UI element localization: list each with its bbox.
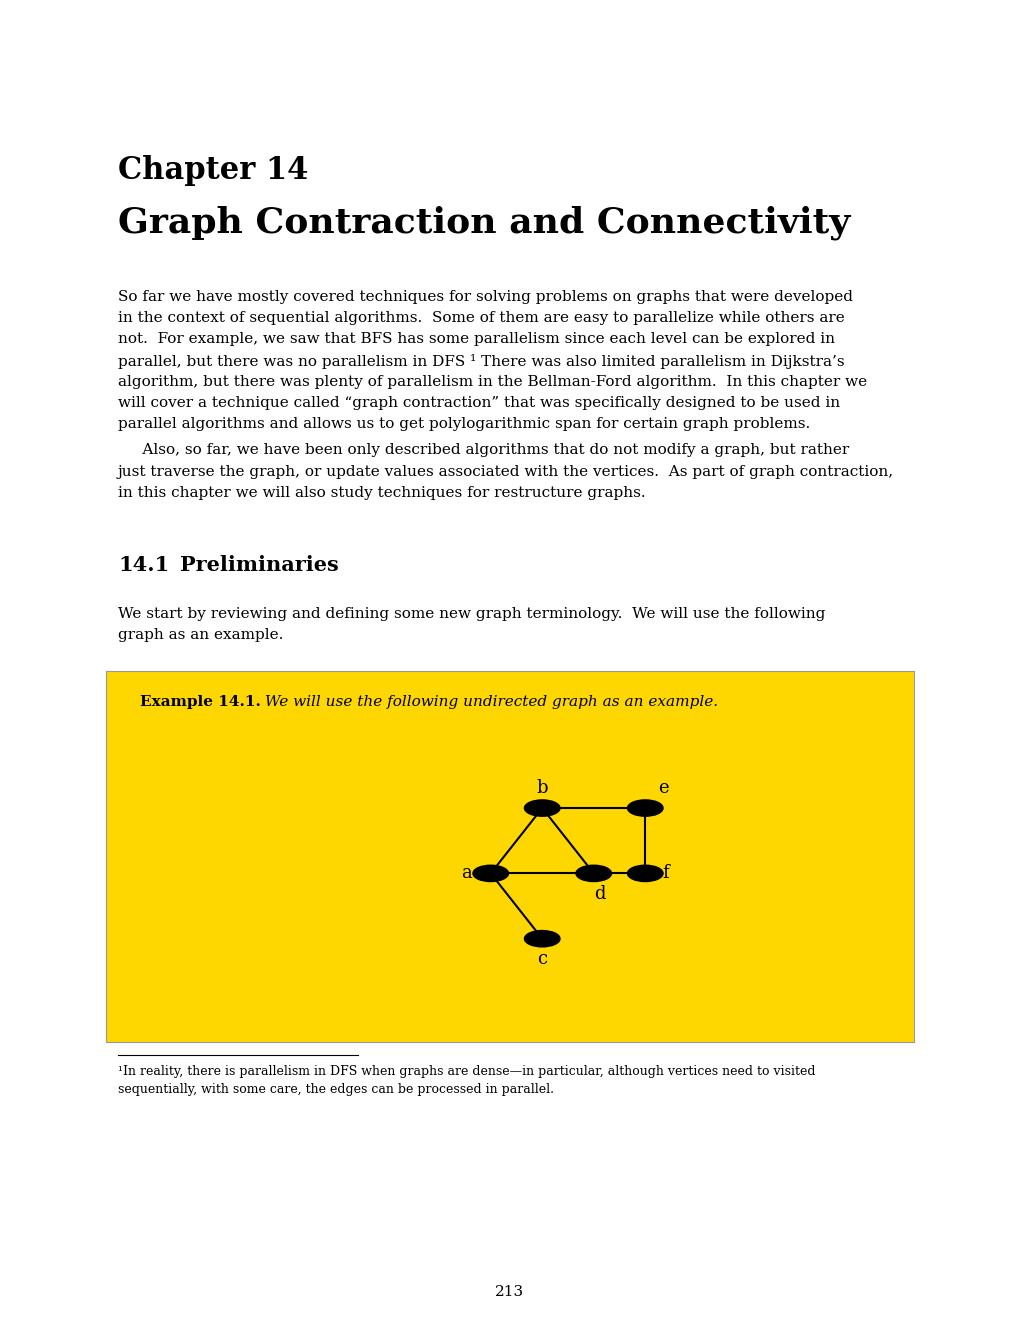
Text: So far we have mostly covered techniques for solving problems on graphs that wer: So far we have mostly covered techniques… (118, 290, 852, 304)
Text: e: e (657, 779, 667, 797)
Circle shape (473, 865, 508, 882)
Text: c: c (537, 950, 547, 968)
Text: We will use the following undirected graph as an example.: We will use the following undirected gra… (259, 696, 717, 709)
Text: 14.1: 14.1 (118, 554, 169, 576)
Text: f: f (661, 865, 668, 882)
Circle shape (524, 800, 559, 816)
Text: b: b (536, 779, 547, 797)
Text: Graph Contraction and Connectivity: Graph Contraction and Connectivity (118, 205, 850, 239)
Text: in the context of sequential algorithms.  Some of them are easy to parallelize w: in the context of sequential algorithms.… (118, 312, 844, 325)
Text: 213: 213 (495, 1284, 524, 1299)
Circle shape (627, 865, 662, 882)
Text: graph as an example.: graph as an example. (118, 628, 283, 643)
Text: parallel algorithms and allows us to get polylogarithmic span for certain graph : parallel algorithms and allows us to get… (118, 417, 809, 432)
Text: d: d (594, 884, 605, 903)
Text: a: a (461, 865, 472, 882)
Text: algorithm, but there was plenty of parallelism in the Bellman-Ford algorithm.  I: algorithm, but there was plenty of paral… (118, 375, 866, 389)
Text: Also, so far, we have been only described algorithms that do not modify a graph,: Also, so far, we have been only describe… (118, 444, 849, 458)
Text: will cover a technique called “graph contraction” that was specifically designed: will cover a technique called “graph con… (118, 396, 840, 411)
Text: We start by reviewing and defining some new graph terminology.  We will use the : We start by reviewing and defining some … (118, 607, 824, 620)
Text: Chapter 14: Chapter 14 (118, 154, 308, 186)
Text: Preliminaries: Preliminaries (179, 554, 338, 576)
Circle shape (627, 800, 662, 816)
Text: just traverse the graph, or update values associated with the vertices.  As part: just traverse the graph, or update value… (118, 465, 894, 479)
Text: sequentially, with some care, the edges can be processed in parallel.: sequentially, with some care, the edges … (118, 1082, 553, 1096)
Text: Example 14.1.: Example 14.1. (140, 696, 261, 709)
Circle shape (524, 931, 559, 946)
Text: parallel, but there was no parallelism in DFS ¹ There was also limited paralleli: parallel, but there was no parallelism i… (118, 354, 844, 368)
Text: in this chapter we will also study techniques for restructure graphs.: in this chapter we will also study techn… (118, 486, 645, 500)
Text: not.  For example, we saw that BFS has some parallelism since each level can be : not. For example, we saw that BFS has so… (118, 333, 835, 346)
Circle shape (576, 865, 611, 882)
Text: ¹In reality, there is parallelism in DFS when graphs are dense—in particular, al: ¹In reality, there is parallelism in DFS… (118, 1065, 815, 1078)
